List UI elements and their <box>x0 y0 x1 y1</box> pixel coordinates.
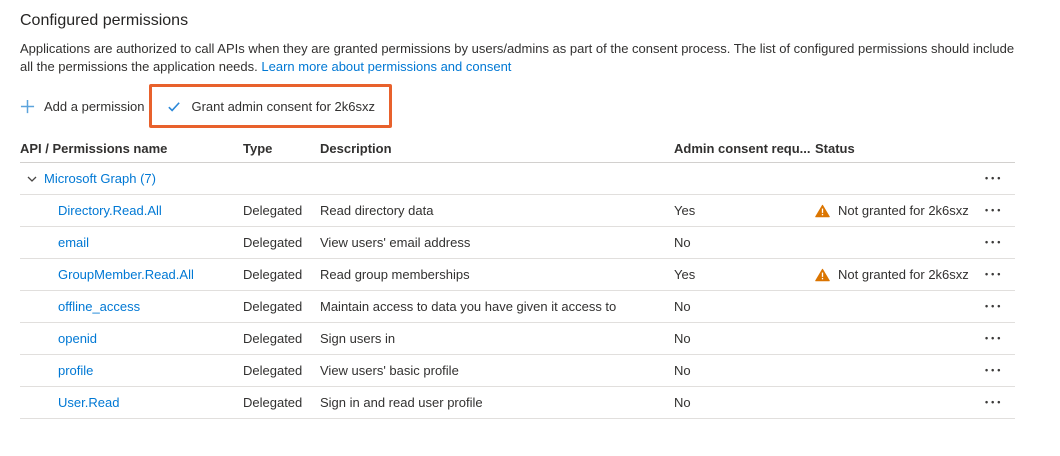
collapse-group-button[interactable] <box>26 173 38 185</box>
admin-consent-cell: Yes <box>674 203 696 218</box>
permission-type-cell: Delegated <box>243 235 303 250</box>
permission-description-cell: View users' email address <box>320 235 471 250</box>
permission-type-cell: Delegated <box>243 331 303 346</box>
column-header-description: Description <box>320 140 392 156</box>
permission-description-cell: Read group memberships <box>320 267 470 282</box>
permissions-table: API / Permissions name Type Description … <box>20 134 1015 419</box>
api-group-link[interactable]: Microsoft Graph (7) <box>44 171 156 186</box>
add-permission-label: Add a permission <box>44 98 145 114</box>
more-options-button[interactable]: ••• <box>985 173 1004 183</box>
admin-consent-cell: No <box>674 299 691 314</box>
more-options-button[interactable]: ••• <box>985 301 1004 311</box>
command-bar: Add a permission Grant admin consent for… <box>20 84 1060 128</box>
permission-name-link[interactable]: Directory.Read.All <box>58 203 162 218</box>
column-header-type: Type <box>243 140 273 156</box>
more-options-button[interactable]: ••• <box>985 365 1004 375</box>
permission-type-cell: Delegated <box>243 395 303 410</box>
admin-consent-cell: No <box>674 331 691 346</box>
table-group-row: Microsoft Graph (7) ••• <box>20 163 1015 195</box>
more-options-button[interactable]: ••• <box>985 397 1004 407</box>
permission-type-cell: Delegated <box>243 299 303 314</box>
learn-more-link[interactable]: Learn more about permissions and consent <box>261 59 512 74</box>
permission-description-cell: Read directory data <box>320 203 434 218</box>
table-row: GroupMember.Read.All Delegated Read grou… <box>20 259 1015 291</box>
table-row: openid Delegated Sign users in No ••• <box>20 323 1015 355</box>
permission-name-link[interactable]: profile <box>58 363 94 378</box>
column-header-name: API / Permissions name <box>20 140 168 156</box>
grant-admin-consent-label: Grant admin consent for 2k6sxz <box>191 98 375 114</box>
permission-type-cell: Delegated <box>243 363 303 378</box>
more-options-button[interactable]: ••• <box>985 237 1004 247</box>
table-row: profile Delegated View users' basic prof… <box>20 355 1015 387</box>
admin-consent-cell: No <box>674 395 691 410</box>
status-text: Not granted for 2k6sxz <box>838 203 969 218</box>
grant-admin-consent-button[interactable]: Grant admin consent for 2k6sxz <box>166 99 375 114</box>
table-row: email Delegated View users' email addres… <box>20 227 1015 259</box>
permission-type-cell: Delegated <box>243 203 303 218</box>
table-row: Directory.Read.All Delegated Read direct… <box>20 195 1015 227</box>
permission-description-cell: Sign in and read user profile <box>320 395 483 410</box>
grant-admin-consent-highlight: Grant admin consent for 2k6sxz <box>149 84 392 128</box>
permission-name-link[interactable]: GroupMember.Read.All <box>58 267 194 282</box>
permission-name-link[interactable]: email <box>58 235 90 250</box>
table-row: User.Read Delegated Sign in and read use… <box>20 387 1015 419</box>
permission-name-link[interactable]: offline_access <box>58 299 141 314</box>
status-text: Not granted for 2k6sxz <box>838 267 969 282</box>
permission-description-cell: Sign users in <box>320 331 396 346</box>
table-body: Directory.Read.All Delegated Read direct… <box>20 195 1015 419</box>
permission-description-cell: View users' basic profile <box>320 363 459 378</box>
description-text: Applications are authorized to call APIs… <box>20 41 1015 74</box>
column-header-status: Status <box>815 140 855 156</box>
plus-icon <box>20 99 35 113</box>
table-header-row: API / Permissions name Type Description … <box>20 134 1015 163</box>
permission-name-link[interactable]: openid <box>58 331 98 346</box>
permission-name-link[interactable]: User.Read <box>58 395 120 410</box>
checkmark-icon <box>168 101 181 112</box>
warning-icon <box>815 204 830 217</box>
warning-icon <box>815 268 830 281</box>
more-options-button[interactable]: ••• <box>985 269 1004 279</box>
status-cell: Not granted for 2k6sxz <box>815 203 985 218</box>
table-row: offline_access Delegated Maintain access… <box>20 291 1015 323</box>
section-description: Applications are authorized to call APIs… <box>20 40 1030 76</box>
page-title: Configured permissions <box>20 12 189 29</box>
more-options-button[interactable]: ••• <box>985 205 1004 215</box>
admin-consent-cell: No <box>674 363 691 378</box>
more-options-button[interactable]: ••• <box>985 333 1004 343</box>
add-permission-button[interactable]: Add a permission <box>20 99 144 114</box>
admin-consent-cell: No <box>674 235 691 250</box>
permission-description-cell: Maintain access to data you have given i… <box>320 299 617 314</box>
status-cell: Not granted for 2k6sxz <box>815 267 985 282</box>
chevron-down-icon <box>27 176 37 182</box>
column-header-admin-consent: Admin consent requ... <box>674 140 811 156</box>
permission-type-cell: Delegated <box>243 267 303 282</box>
admin-consent-cell: Yes <box>674 267 696 282</box>
